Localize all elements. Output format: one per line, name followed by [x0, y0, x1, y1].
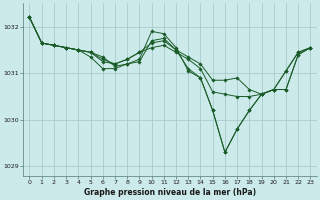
X-axis label: Graphe pression niveau de la mer (hPa): Graphe pression niveau de la mer (hPa)	[84, 188, 256, 197]
